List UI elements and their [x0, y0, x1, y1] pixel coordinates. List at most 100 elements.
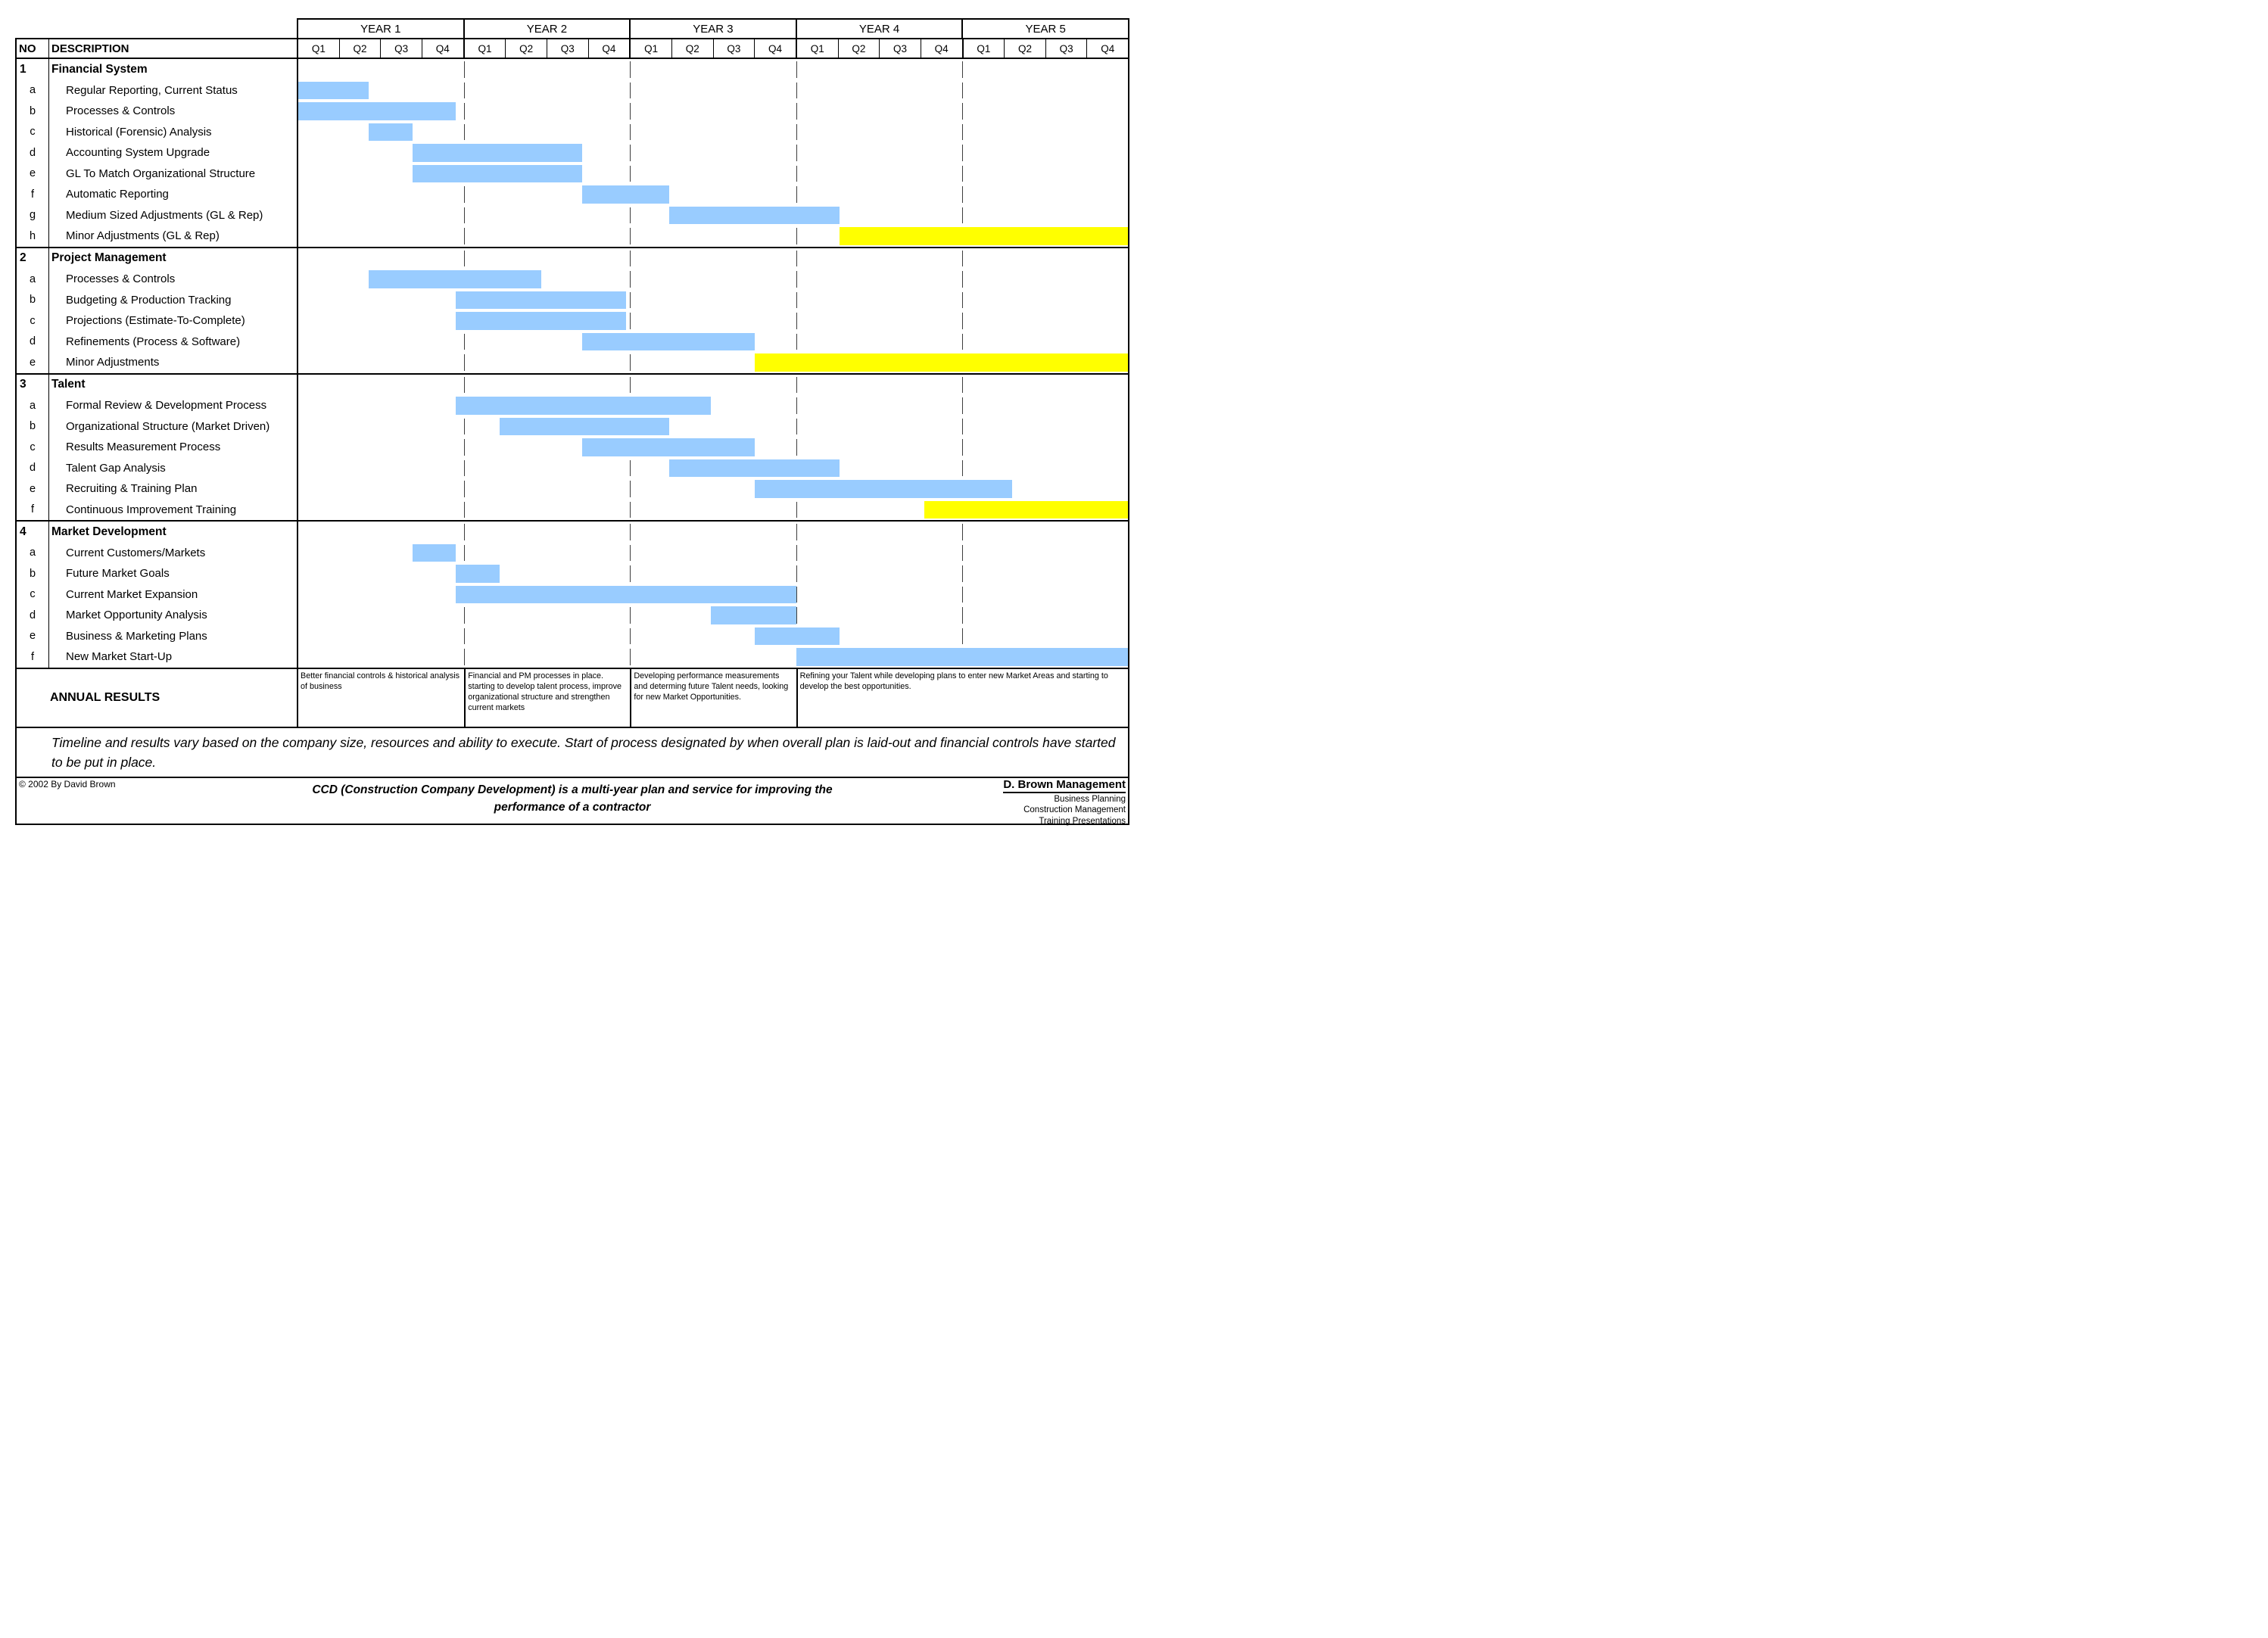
year-header-cell: YEAR 2	[463, 20, 630, 39]
annual-results-row: ANNUAL RESULTS Better financial controls…	[17, 667, 1128, 727]
gantt-page: YEAR 1 YEAR 2 YEAR 3 YEAR 4 YEAR 5 NO DESCRI…	[0, 0, 1134, 827]
row-number-cell: d	[17, 142, 49, 163]
quarter-header-cell: Q2	[837, 39, 880, 58]
year-gridline	[961, 103, 963, 120]
year-gridline	[630, 145, 631, 161]
row-chart-cell	[298, 269, 1128, 290]
row-chart-cell	[298, 352, 1128, 373]
row-label-cell: Projections (Estimate-To-Complete)	[49, 310, 298, 332]
quarter-header-cell: Q1	[311, 42, 326, 54]
row-chart-cell	[298, 605, 1128, 626]
annual-result-cell: Developing performance measurements and …	[630, 668, 796, 727]
year-header-cell: YEAR 5	[961, 20, 1128, 39]
gantt-bar	[369, 270, 541, 288]
year-header-cell: YEAR 4	[795, 20, 962, 39]
row-number-cell: g	[17, 204, 49, 226]
row-label-cell: Results Measurement Process	[49, 437, 298, 458]
gantt-bar	[796, 648, 1128, 666]
task-row: f Automatic Reporting	[17, 184, 1128, 205]
task-row: d Refinements (Process & Software)	[17, 331, 1128, 352]
year-gridline	[630, 627, 631, 644]
year-gridline	[961, 123, 963, 140]
year-gridline	[464, 61, 466, 78]
year-gridline	[796, 439, 797, 456]
year-gridline	[961, 607, 963, 624]
quarter-header-cell: Q1	[961, 39, 1005, 58]
row-number-cell: d	[17, 457, 49, 478]
year-gridline	[961, 376, 963, 393]
row-label-cell: Refinements (Process & Software)	[49, 331, 298, 352]
year-gridline	[630, 501, 631, 518]
year-gridline	[464, 649, 466, 665]
brand-service-line: Business Planning	[1054, 794, 1126, 804]
section-header-row: 3 Talent	[17, 374, 1128, 395]
section-title-cell: Project Management	[49, 248, 298, 269]
row-chart-cell	[298, 437, 1128, 458]
year-gridline	[464, 418, 466, 434]
year-gridline	[464, 544, 466, 561]
row-chart-cell	[298, 310, 1128, 332]
description-column-header: DESCRIPTION	[49, 39, 298, 58]
row-label-cell: Market Opportunity Analysis	[49, 605, 298, 626]
row-label-cell: Processes & Controls	[49, 269, 298, 290]
year-header-cell: YEAR 1	[360, 23, 401, 36]
year-gridline	[630, 459, 631, 476]
row-label-cell: Future Market Goals	[49, 563, 298, 584]
quarter-header-cell: Q3	[546, 39, 588, 58]
row-number-cell: h	[17, 226, 49, 247]
year-gridline	[961, 439, 963, 456]
gantt-bar	[669, 206, 840, 224]
row-label-cell: GL To Match Organizational Structure	[49, 163, 298, 184]
row-label-cell: Formal Review & Development Process	[49, 395, 298, 416]
quarter-header-cell: Q2	[338, 39, 381, 58]
section-header-row: 1 Financial System	[17, 59, 1128, 80]
main-table: NO DESCRIPTION Q1 Q2 Q3 Q4 Q1 Q2 Q3 Q4 Q1 Q2 Q3 Q4 Q…	[15, 38, 1129, 827]
quarter-header-cell: Q4	[1086, 39, 1128, 58]
row-chart-cell	[298, 248, 1128, 269]
section-number-cell: 3	[17, 374, 49, 395]
section-number-cell: 1	[17, 59, 49, 80]
row-number-cell: e	[17, 163, 49, 184]
row-chart-cell	[298, 163, 1128, 185]
task-row: e Business & Marketing Plans	[17, 625, 1128, 646]
year-gridline	[464, 501, 466, 518]
quarter-header-row: NO DESCRIPTION Q1 Q2 Q3 Q4 Q1 Q2 Q3 Q4 Q1 Q2 Q3 Q4 Q…	[17, 39, 1128, 59]
row-label-cell: Talent Gap Analysis	[49, 457, 298, 478]
year-gridline	[796, 61, 797, 78]
brand-block: D. Brown Management Business Planning Con…	[1003, 778, 1126, 827]
row-chart-cell	[298, 205, 1128, 226]
year-gridline	[961, 207, 963, 223]
row-number-cell: c	[17, 121, 49, 142]
row-label-cell: Minor Adjustments	[49, 352, 298, 373]
task-row: f New Market Start-Up	[17, 646, 1128, 668]
row-chart-cell	[298, 142, 1128, 163]
row-number-cell: f	[17, 646, 49, 668]
quarter-header-cell: Q2	[671, 39, 713, 58]
section-number-cell: 4	[17, 522, 49, 543]
year-gridline	[464, 186, 466, 203]
row-number-cell: b	[17, 563, 49, 584]
row-number-cell: e	[17, 478, 49, 500]
annual-result-cell: Refining your Talent while developing pl…	[796, 668, 1128, 727]
row-number-cell: e	[17, 352, 49, 373]
row-chart-cell	[298, 122, 1128, 143]
year-gridline	[796, 165, 797, 182]
task-row: c Current Market Expansion	[17, 584, 1128, 605]
year-gridline	[796, 586, 797, 603]
gantt-bar	[412, 543, 456, 562]
row-number-cell: b	[17, 101, 49, 122]
row-number-cell: b	[17, 416, 49, 437]
row-chart-cell	[298, 478, 1128, 500]
year-gridline	[630, 313, 631, 329]
year-gridline	[961, 333, 963, 350]
task-row: a Processes & Controls	[17, 269, 1128, 290]
row-label-cell: Processes & Controls	[49, 101, 298, 122]
section: 2 Project Management a Processes & Controls…	[17, 246, 1128, 373]
gantt-bar	[456, 585, 796, 603]
year-gridline	[464, 333, 466, 350]
row-chart-cell	[298, 416, 1128, 438]
year-gridline	[464, 82, 466, 98]
annual-result-cell: Better financial controls & historical a…	[301, 671, 460, 691]
no-column-header: NO	[17, 39, 49, 58]
quarter-header-cell: Q4	[421, 39, 463, 58]
